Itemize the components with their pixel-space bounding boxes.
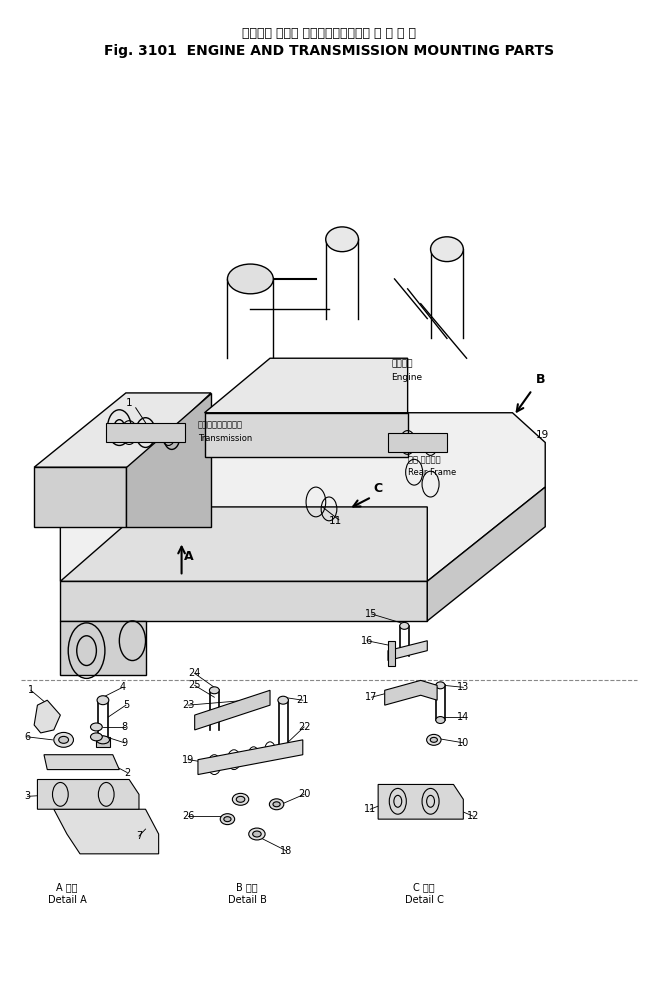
Ellipse shape [220, 814, 235, 825]
Ellipse shape [430, 738, 438, 743]
Text: 4: 4 [120, 682, 126, 692]
Polygon shape [195, 690, 270, 730]
Ellipse shape [224, 817, 231, 822]
Text: B 詳細: B 詳細 [236, 883, 258, 893]
Text: 2: 2 [124, 767, 130, 777]
Text: Transmission: Transmission [198, 433, 252, 442]
Polygon shape [205, 413, 407, 457]
Text: 20: 20 [298, 789, 311, 799]
Text: 19: 19 [182, 754, 194, 764]
Ellipse shape [278, 746, 288, 753]
Polygon shape [44, 754, 119, 769]
Text: 11: 11 [329, 516, 342, 526]
Text: C: C [374, 482, 383, 495]
Text: 18: 18 [280, 846, 293, 856]
Ellipse shape [232, 793, 249, 805]
Text: 8: 8 [122, 722, 128, 732]
Polygon shape [388, 641, 395, 666]
Text: 6: 6 [24, 732, 31, 742]
Polygon shape [378, 784, 463, 819]
Text: 5: 5 [123, 700, 129, 710]
Polygon shape [126, 393, 211, 527]
Text: リヤ フレーム: リヤ フレーム [407, 455, 440, 464]
Text: Fig. 3101  ENGINE AND TRANSMISSION MOUNTING PARTS: Fig. 3101 ENGINE AND TRANSMISSION MOUNTI… [104, 44, 554, 58]
Text: 25: 25 [188, 680, 201, 690]
Ellipse shape [253, 831, 261, 837]
Text: A 詳細: A 詳細 [56, 883, 78, 893]
Polygon shape [388, 432, 447, 452]
Text: 9: 9 [122, 738, 128, 747]
Text: 1: 1 [126, 398, 132, 408]
Ellipse shape [269, 799, 284, 810]
Text: 10: 10 [457, 738, 469, 747]
Text: Rear Frame: Rear Frame [407, 468, 456, 477]
Ellipse shape [436, 717, 445, 724]
Text: Detail C: Detail C [405, 896, 443, 906]
Polygon shape [388, 641, 427, 661]
Text: エンジン および トランスミッション 取 付 部 品: エンジン および トランスミッション 取 付 部 品 [242, 27, 416, 40]
Ellipse shape [436, 682, 445, 689]
Ellipse shape [273, 802, 280, 807]
Text: 15: 15 [365, 609, 378, 619]
Text: トランスミッション: トランスミッション [198, 420, 243, 429]
Text: 7: 7 [136, 831, 142, 841]
Ellipse shape [91, 723, 102, 731]
Text: 24: 24 [188, 668, 201, 679]
Text: 13: 13 [457, 682, 469, 692]
Ellipse shape [430, 237, 463, 261]
Text: 12: 12 [467, 811, 479, 821]
Ellipse shape [228, 264, 273, 294]
Ellipse shape [278, 696, 288, 704]
Text: C 詳細: C 詳細 [413, 883, 435, 893]
Polygon shape [61, 621, 145, 675]
Text: B: B [536, 373, 545, 386]
Text: エンジン: エンジン [392, 359, 413, 368]
Polygon shape [34, 700, 61, 733]
Text: 1: 1 [28, 685, 34, 695]
Polygon shape [54, 809, 159, 854]
Ellipse shape [400, 622, 409, 629]
Ellipse shape [97, 696, 109, 705]
Text: A: A [184, 550, 193, 563]
Polygon shape [205, 358, 407, 413]
Ellipse shape [54, 733, 74, 747]
Polygon shape [198, 740, 303, 774]
Polygon shape [385, 680, 437, 705]
Polygon shape [61, 507, 427, 581]
Ellipse shape [59, 737, 68, 744]
Polygon shape [106, 422, 185, 442]
Text: 16: 16 [361, 636, 373, 646]
Ellipse shape [249, 828, 265, 840]
Polygon shape [61, 413, 545, 581]
Ellipse shape [326, 227, 359, 251]
Text: 21: 21 [297, 695, 309, 705]
Polygon shape [34, 467, 126, 527]
Text: 23: 23 [182, 700, 194, 710]
Ellipse shape [209, 687, 219, 694]
Text: 19: 19 [536, 429, 549, 439]
Text: 22: 22 [298, 722, 311, 732]
Ellipse shape [236, 796, 245, 802]
Text: 26: 26 [182, 811, 194, 821]
Polygon shape [61, 581, 427, 621]
Text: Detail B: Detail B [228, 896, 266, 906]
Text: 14: 14 [457, 712, 469, 722]
Text: 3: 3 [24, 791, 31, 801]
Polygon shape [38, 779, 139, 809]
Text: Detail A: Detail A [47, 896, 86, 906]
Ellipse shape [426, 735, 441, 746]
Polygon shape [34, 393, 211, 467]
Text: Engine: Engine [392, 373, 422, 382]
Polygon shape [427, 487, 545, 621]
Text: 17: 17 [365, 692, 378, 702]
Ellipse shape [91, 733, 102, 741]
Bar [96, 737, 109, 746]
Text: 11: 11 [364, 804, 376, 814]
Ellipse shape [96, 736, 109, 744]
